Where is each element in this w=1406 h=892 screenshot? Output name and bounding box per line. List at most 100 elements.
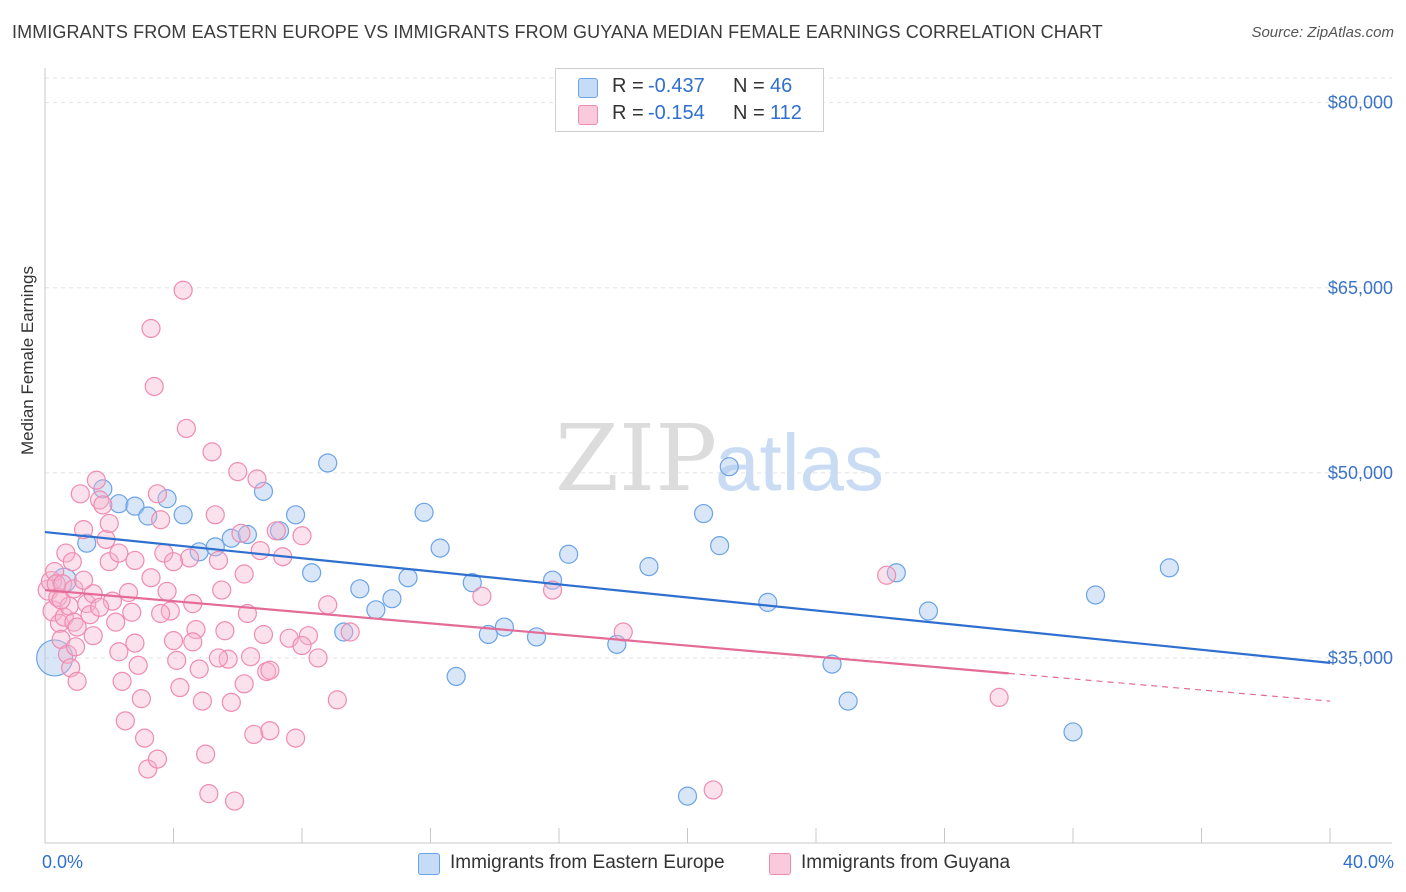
data-point-guyana — [112, 671, 132, 691]
data-point-guyana — [250, 540, 270, 561]
x-axis-max-label: 40.0% — [1342, 852, 1394, 872]
data-point-guyana — [189, 659, 209, 679]
data-point-guyana — [340, 622, 360, 642]
data-point-guyana — [167, 650, 187, 670]
data-point-eastern-europe — [302, 563, 322, 583]
data-point-guyana — [151, 603, 171, 624]
data-point-guyana — [472, 586, 492, 606]
watermark-zip: ZIP — [555, 405, 717, 512]
data-point-guyana — [196, 744, 216, 764]
data-point-eastern-europe — [1159, 558, 1179, 578]
data-point-guyana — [73, 519, 94, 540]
watermark: ZIP atlas — [555, 405, 884, 512]
data-point-guyana — [228, 462, 248, 482]
data-point-guyana — [215, 621, 235, 641]
x-axis-min-label: 0.0% — [42, 852, 84, 872]
data-point-guyana — [163, 631, 184, 651]
data-point-guyana — [176, 418, 196, 439]
data-point-guyana — [308, 648, 328, 668]
data-point-guyana — [542, 580, 563, 600]
legend-swatch-guyana — [578, 105, 598, 125]
data-point-guyana — [106, 612, 126, 632]
data-point-guyana — [53, 574, 73, 594]
data-point-eastern-europe — [109, 494, 129, 514]
data-point-guyana — [65, 637, 86, 657]
data-point-eastern-europe — [719, 457, 739, 477]
data-point-guyana — [122, 602, 142, 622]
data-point-guyana — [90, 597, 110, 617]
data-point-guyana — [109, 642, 129, 662]
trend-line-guyana — [44, 588, 1009, 675]
data-point-guyana — [157, 581, 177, 601]
data-point-guyana — [285, 728, 306, 748]
legend-r-label: R = — [612, 75, 644, 97]
data-point-eastern-europe — [382, 589, 402, 609]
data-point-guyana — [115, 711, 135, 731]
legend-swatch-eastern-europe — [578, 78, 598, 98]
data-point-guyana — [247, 469, 267, 489]
data-point-guyana — [266, 521, 286, 541]
data-point-eastern-europe — [462, 573, 482, 593]
data-point-guyana — [147, 749, 168, 769]
data-point-guyana — [208, 648, 229, 668]
legend-n-value: 112 — [770, 102, 802, 124]
data-point-guyana — [99, 513, 119, 534]
data-point-eastern-europe — [334, 622, 354, 642]
data-point-eastern-europe — [221, 528, 241, 548]
y-tick-label: $65,000 — [1328, 278, 1393, 298]
data-point-eastern-europe — [677, 786, 698, 806]
data-point-guyana — [253, 624, 274, 645]
trend-line-dashed-guyana — [1008, 672, 1331, 702]
data-point-eastern-europe — [366, 600, 386, 620]
data-point-guyana — [231, 523, 251, 543]
data-point-guyana — [179, 548, 200, 568]
data-point-guyana — [125, 633, 145, 653]
data-point-eastern-europe — [350, 579, 370, 599]
data-point-guyana — [208, 550, 229, 571]
data-point-eastern-europe — [36, 639, 74, 677]
data-point-guyana — [83, 626, 103, 646]
data-point-guyana — [292, 635, 312, 656]
data-point-guyana — [147, 484, 168, 504]
data-point-guyana — [128, 655, 148, 675]
data-point-guyana — [73, 570, 94, 590]
data-point-eastern-europe — [478, 624, 498, 645]
data-point-guyana — [93, 495, 113, 515]
legend-n-label: N = — [733, 75, 765, 97]
data-point-guyana — [183, 632, 203, 652]
data-point-guyana — [989, 687, 1009, 708]
bottom-legend-label-eastern-europe: Immigrants from Eastern Europe — [450, 852, 725, 873]
data-point-guyana — [260, 660, 280, 680]
watermark-atlas: atlas — [715, 418, 884, 507]
data-point-eastern-europe — [639, 557, 659, 577]
data-point-eastern-europe — [918, 601, 939, 621]
data-point-guyana — [292, 526, 312, 546]
data-point-guyana — [141, 318, 161, 339]
data-point-eastern-europe — [494, 617, 514, 637]
y-axis-title: Median Female Earnings — [18, 266, 37, 455]
data-point-guyana — [212, 580, 232, 600]
data-point-guyana — [163, 552, 184, 572]
data-point-eastern-europe — [693, 503, 714, 524]
data-point-guyana — [298, 626, 319, 646]
data-point-guyana — [134, 728, 155, 748]
data-point-guyana — [170, 677, 190, 698]
data-point-guyana — [67, 671, 87, 691]
chart-title: IMMIGRANTS FROM EASTERN EUROPE VS IMMIGR… — [12, 22, 1103, 42]
data-point-eastern-europe — [710, 536, 730, 556]
data-point-guyana — [186, 619, 206, 640]
data-point-guyana — [70, 484, 90, 504]
data-point-eastern-europe — [446, 666, 466, 687]
data-point-guyana — [62, 552, 82, 572]
data-point-guyana — [241, 647, 261, 667]
legend-r-label: R = — [612, 102, 644, 124]
data-point-guyana — [86, 470, 107, 490]
data-point-guyana — [327, 690, 347, 710]
data-point-eastern-europe — [559, 544, 579, 564]
data-point-eastern-europe — [758, 592, 778, 612]
data-point-eastern-europe — [398, 568, 418, 588]
data-point-eastern-europe — [838, 691, 858, 711]
data-point-eastern-europe — [1085, 585, 1106, 605]
data-point-guyana — [67, 617, 87, 637]
